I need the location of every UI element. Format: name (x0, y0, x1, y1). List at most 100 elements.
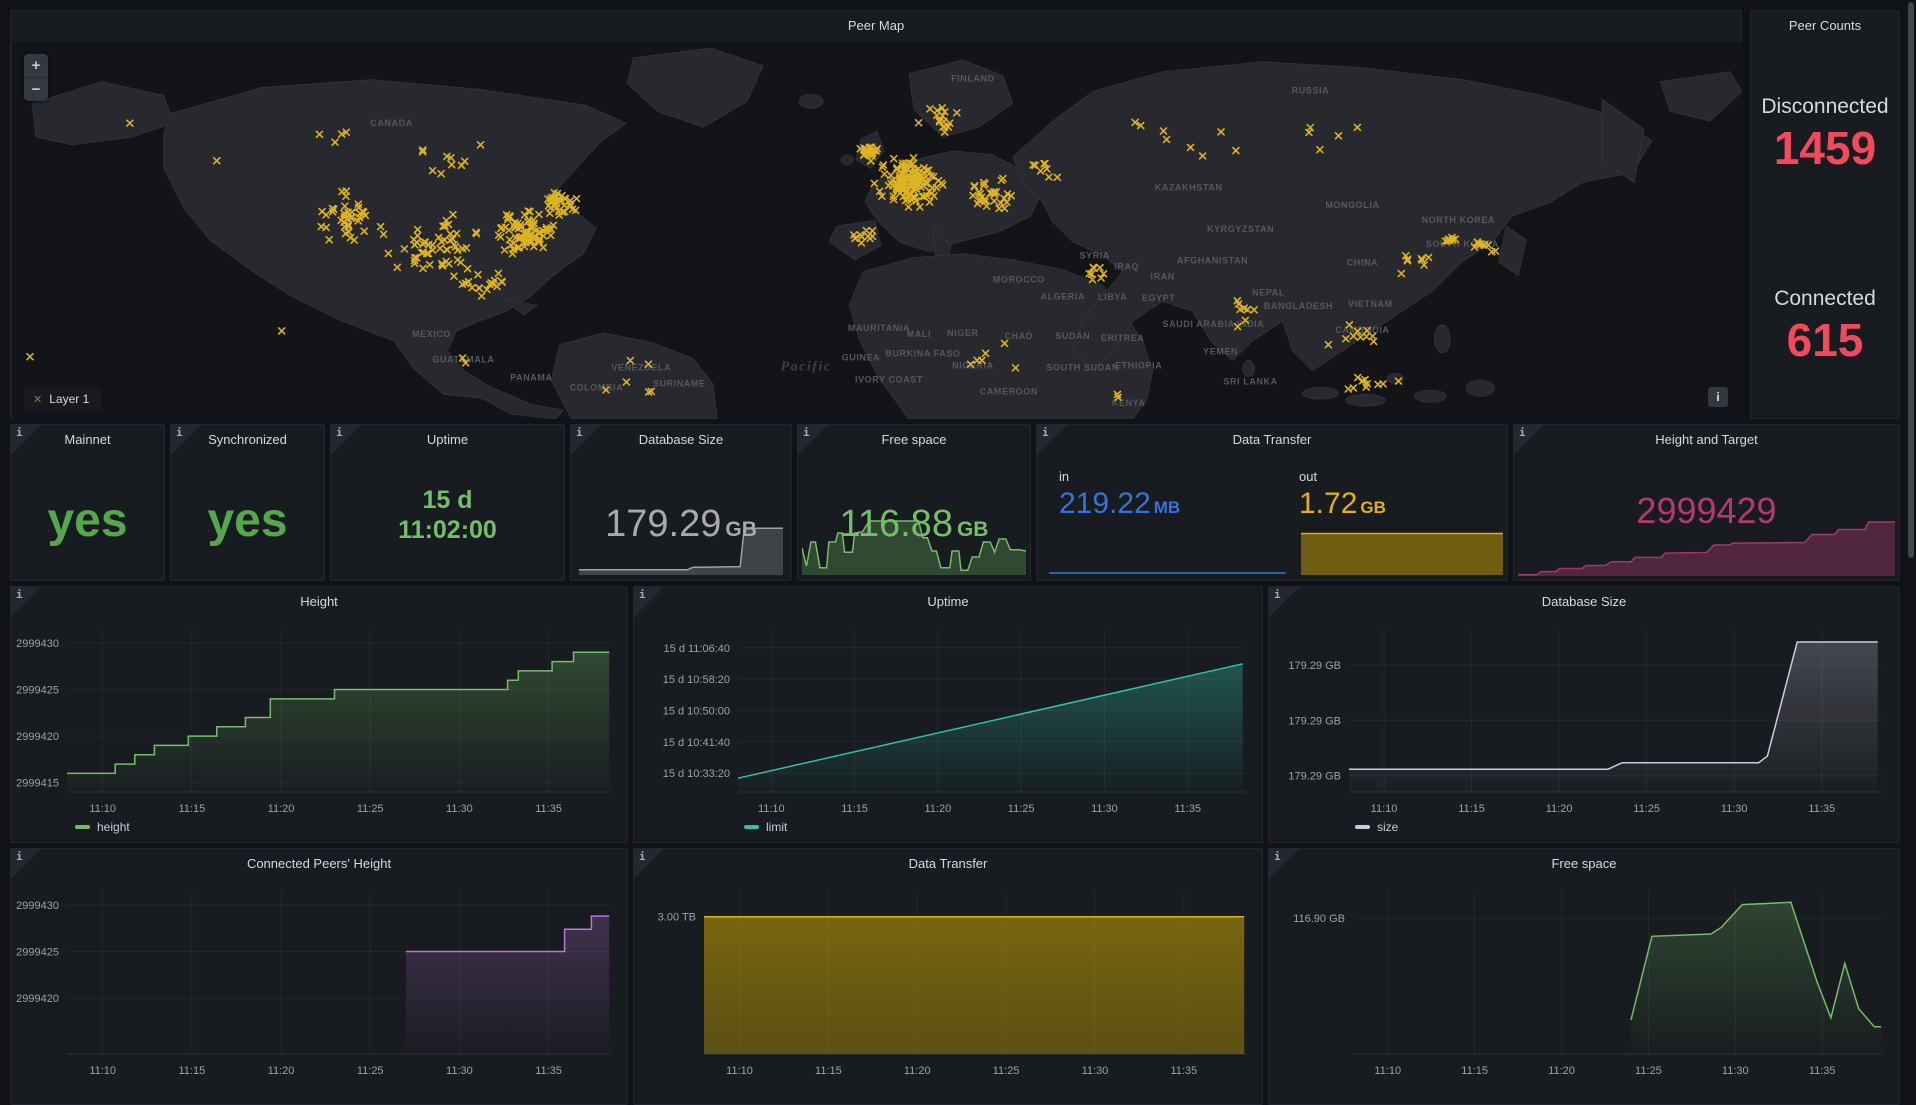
uptime-stat-title[interactable]: Uptime (426, 432, 469, 447)
svg-text:15 d 11:06:40: 15 d 11:06:40 (664, 643, 730, 655)
land-cuba (503, 298, 539, 316)
peer-map-title[interactable]: Peer Map (847, 18, 905, 33)
svg-text:SUDAN: SUDAN (1055, 331, 1090, 341)
height-chart-panel[interactable]: i Height height 11:10 11:15 11:20 11:25 11:3… (10, 586, 628, 843)
panel-info-icon[interactable]: i (170, 424, 202, 456)
out-label: out (1299, 469, 1318, 484)
svg-text:IRAN: IRAN (1150, 272, 1174, 282)
panel-info-icon[interactable]: i (797, 424, 829, 456)
data-transfer-out: out 1.72 GB (1299, 469, 1386, 521)
zoom-out-button[interactable]: − (24, 77, 48, 101)
svg-text:11:35: 11:35 (1170, 1065, 1197, 1077)
panel-info-icon[interactable]: i (1268, 586, 1300, 618)
svg-text:11:25: 11:25 (1008, 803, 1035, 815)
svg-text:3.00 TB: 3.00 TB (658, 912, 696, 924)
svg-text:PANAMA: PANAMA (510, 372, 552, 382)
svg-text:BURKINA FASO: BURKINA FASO (885, 349, 960, 359)
panel-info-icon[interactable]: i (10, 586, 42, 618)
svg-text:11:30: 11:30 (1721, 803, 1748, 815)
uptime-chart-legend[interactable]: limit (744, 820, 787, 834)
peer-counts-panel: Peer Counts Disconnected 1459 Connected … (1750, 10, 1900, 419)
svg-text:VENEZUELA: VENEZUELA (611, 363, 671, 373)
database-size-stat-title[interactable]: Database Size (638, 432, 724, 447)
panel-info-icon[interactable]: i (1268, 848, 1300, 880)
panel-info-icon[interactable]: i (10, 848, 42, 880)
svg-text:15 d 10:50:00: 15 d 10:50:00 (663, 706, 730, 718)
svg-text:11:30: 11:30 (1091, 803, 1118, 815)
svg-text:11:30: 11:30 (446, 803, 473, 815)
zoom-in-button[interactable]: + (31, 57, 41, 74)
peer-counts-title[interactable]: Peer Counts (1788, 18, 1862, 33)
svg-text:VIETNAM: VIETNAM (1348, 299, 1393, 309)
page-scrollbar[interactable] (1908, 2, 1914, 558)
land-kamchatka (1601, 98, 1645, 184)
layer-label: Layer 1 (49, 392, 90, 406)
svg-text:KYRGYZSTAN: KYRGYZSTAN (1207, 224, 1274, 234)
data-transfer-chart-panel[interactable]: i Data Transfer 11:10 11:15 11:20 11:25 11:3… (633, 848, 1263, 1105)
svg-text:IVORY COAST: IVORY COAST (855, 374, 923, 384)
svg-text:CANADA: CANADA (370, 118, 413, 128)
svg-text:NEPAL: NEPAL (1252, 287, 1285, 297)
svg-text:2999425: 2999425 (16, 685, 59, 697)
svg-text:EGYPT: EGYPT (1142, 293, 1175, 303)
land-alaska (31, 81, 175, 146)
legend-swatch (75, 825, 90, 829)
in-value: 219.22 MB (1059, 487, 1181, 520)
out-unit: GB (1360, 498, 1386, 517)
panel-info-icon[interactable]: i (570, 424, 602, 456)
land-ireland (840, 154, 854, 166)
panel-info-icon[interactable]: i (633, 586, 665, 618)
mainnet-title[interactable]: Mainnet (64, 432, 111, 447)
map-attribution-button[interactable]: i (1708, 387, 1728, 407)
svg-text:11:15: 11:15 (815, 1065, 842, 1077)
synchronized-title[interactable]: Synchronized (208, 432, 287, 447)
uptime-chart-panel[interactable]: i Uptime limit 11:10 11:15 11:20 11:25 11:30… (633, 586, 1263, 843)
svg-text:ALGERIA: ALGERIA (1040, 291, 1085, 301)
database-size-chart-panel[interactable]: i Database Size size 11:10 11:15 11:20 11:2… (1268, 586, 1900, 843)
world-map-svg[interactable]: CANADA RUSSIA FINLAND KAZAKHSTAN MONGOLIA KYR… (12, 42, 1742, 419)
data-transfer-stat-title[interactable]: Data Transfer (1232, 432, 1312, 447)
map-layer-toggle[interactable]: ✕ Layer 1 (24, 387, 102, 411)
map-zoom-control: + − (24, 54, 48, 101)
svg-text:11:25: 11:25 (1635, 1065, 1662, 1077)
height-target-value: 2999429 (1636, 490, 1777, 531)
svg-text:11:15: 11:15 (1461, 1065, 1488, 1077)
panel-info-icon[interactable]: i (633, 848, 665, 880)
land-indonesia-3 (1414, 389, 1447, 403)
svg-text:NIGER: NIGER (947, 328, 978, 338)
in-sparkline (1049, 525, 1286, 575)
world-map[interactable]: CANADA RUSSIA FINLAND KAZAKHSTAN MONGOLIA KYR… (12, 42, 1742, 419)
svg-text:CHAD: CHAD (1005, 331, 1033, 341)
svg-text:11:30: 11:30 (1722, 1065, 1749, 1077)
free-space-stat-title[interactable]: Free space (881, 432, 947, 447)
svg-text:11:10: 11:10 (726, 1065, 753, 1077)
connected-peers-height-chart-title[interactable]: Connected Peers' Height (246, 856, 392, 871)
free-space-sparkline (802, 515, 1026, 575)
svg-text:KENYA: KENYA (1112, 398, 1146, 408)
out-sparkline (1301, 519, 1503, 575)
panel-info-icon[interactable]: i (10, 424, 42, 456)
svg-text:2999430: 2999430 (16, 638, 59, 650)
svg-text:11:15: 11:15 (1458, 803, 1485, 815)
svg-text:11:35: 11:35 (1808, 803, 1835, 815)
panel-info-icon[interactable]: i (1513, 424, 1545, 456)
height-target-stat-panel: i Height and Target 2999429 (1513, 424, 1900, 581)
height-chart-legend[interactable]: height (75, 820, 130, 834)
panel-info-icon[interactable]: i (330, 424, 362, 456)
free-space-chart-title[interactable]: Free space (1551, 856, 1617, 871)
svg-text:SYRIA: SYRIA (1080, 251, 1110, 261)
svg-text:11:20: 11:20 (1546, 803, 1573, 815)
database-size-chart-title[interactable]: Database Size (1541, 594, 1627, 609)
database-size-chart-legend[interactable]: size (1355, 820, 1398, 834)
svg-text:2999420: 2999420 (16, 731, 59, 743)
data-transfer-chart-title[interactable]: Data Transfer (908, 856, 988, 871)
connected-peers-height-chart-panel[interactable]: i Connected Peers' Height 11:10 11:15 11:2… (10, 848, 628, 1105)
free-space-chart-panel[interactable]: i Free space 11:10 11:15 11:20 11:25 11:30 11… (1268, 848, 1900, 1105)
height-target-stat-title[interactable]: Height and Target (1655, 432, 1758, 447)
svg-text:11:10: 11:10 (1371, 803, 1398, 815)
svg-text:SOUTH SUDAN: SOUTH SUDAN (1047, 363, 1119, 373)
panel-info-icon[interactable]: i (1036, 424, 1068, 456)
uptime-chart-title[interactable]: Uptime (927, 594, 969, 609)
svg-text:11:10: 11:10 (89, 1065, 116, 1077)
height-chart-title[interactable]: Height (300, 594, 338, 609)
